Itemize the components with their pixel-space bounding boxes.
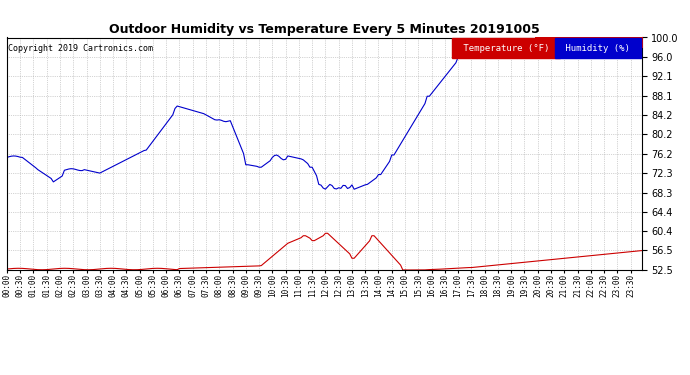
Title: Outdoor Humidity vs Temperature Every 5 Minutes 20191005: Outdoor Humidity vs Temperature Every 5 … <box>109 23 540 36</box>
Text: Temperature (°F): Temperature (°F) <box>536 38 642 48</box>
Legend:  Temperature (°F) ,  Humidity (%) : Temperature (°F) , Humidity (%) <box>453 42 637 55</box>
Text: Copyright 2019 Cartronics.com: Copyright 2019 Cartronics.com <box>8 45 153 54</box>
